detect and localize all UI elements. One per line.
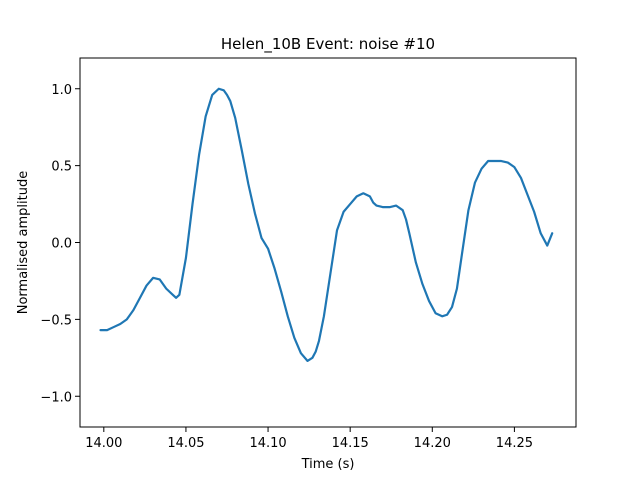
x-axis-ticks: 14.00 14.05 14.10 14.15 14.20 14.25 (85, 427, 533, 451)
plot-area (99, 87, 554, 362)
x-axis-label: Time (s) (301, 457, 355, 472)
series-line (99, 87, 554, 362)
x-tick-label: 14.00 (85, 436, 122, 451)
x-tick-label: 14.05 (167, 436, 204, 451)
x-tick-label: 14.20 (414, 436, 451, 451)
y-tick-label: −1.0 (40, 390, 72, 405)
y-axis-ticks: −1.0 −0.5 0.0 0.5 1.0 (40, 83, 80, 405)
axes-frame (79, 57, 577, 428)
x-tick-label: 14.10 (249, 436, 286, 451)
x-tick-label: 14.25 (496, 436, 533, 451)
y-tick-label: 0.5 (51, 160, 72, 175)
y-tick-label: 0.0 (51, 237, 72, 252)
y-axis-label: Normalised amplitude (16, 171, 31, 315)
y-tick-label: 1.0 (51, 83, 72, 98)
y-tick-label: −0.5 (40, 313, 72, 328)
chart-title: Helen_10B Event: noise #10 (221, 35, 435, 54)
x-tick-label: 14.15 (332, 436, 369, 451)
